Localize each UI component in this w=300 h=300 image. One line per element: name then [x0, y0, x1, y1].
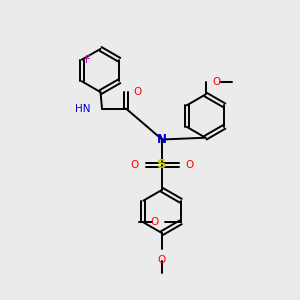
Text: O: O — [150, 217, 158, 227]
Text: S: S — [157, 158, 167, 172]
Text: O: O — [185, 160, 194, 170]
Text: O: O — [134, 87, 142, 97]
Text: O: O — [158, 255, 166, 265]
Text: F: F — [85, 55, 91, 65]
Text: N: N — [157, 133, 167, 146]
Text: HN: HN — [75, 103, 91, 114]
Text: O: O — [212, 77, 220, 87]
Text: O: O — [131, 160, 139, 170]
